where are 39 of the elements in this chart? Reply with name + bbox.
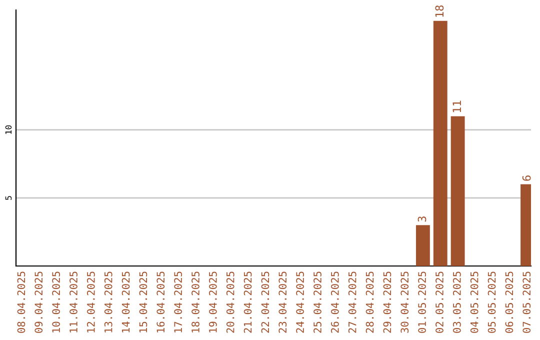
x-tick-label: 14.04.2025 (122, 272, 130, 332)
x-tick-label: 26.04.2025 (330, 272, 339, 333)
data-label: 18 (435, 5, 444, 17)
x-tick-label: 04.05.2025 (470, 272, 478, 333)
x-tick-label: 07.05.2025 (522, 272, 531, 333)
x-tick-label: 08.04.2025 (17, 272, 26, 333)
x-tick-label: 12.04.2025 (86, 272, 95, 332)
bar (416, 225, 430, 266)
x-tick-label: 17.04.2025 (174, 272, 182, 332)
x-tick-label: 15.04.2025 (139, 272, 148, 332)
x-tick-label: 13.04.2025 (104, 272, 112, 332)
x-tick-label: 09.04.2025 (34, 272, 43, 333)
x-tick-label: 19.04.2025 (208, 272, 217, 332)
x-tick-label: 10.04.2025 (52, 272, 60, 332)
x-tick-label: 23.04.2025 (278, 272, 287, 333)
x-tick-label: 30.04.2025 (400, 272, 409, 333)
bar (433, 20, 448, 266)
x-tick-label: 25.04.2025 (314, 272, 322, 333)
x-tick-label: 11.04.2025 (70, 272, 78, 332)
x-tick-label: 24.04.2025 (296, 272, 304, 333)
y-tick-label: 5 (5, 196, 12, 200)
x-tick-label: 20.04.2025 (226, 272, 234, 333)
data-label: 11 (452, 100, 461, 112)
x-tick-label: 02.05.2025 (436, 272, 444, 333)
x-tick-label: 28.04.2025 (366, 272, 374, 333)
x-tick-label: 16.04.2025 (156, 272, 165, 332)
data-label: 3 (418, 216, 426, 222)
x-tick-label: 03.05.2025 (452, 272, 461, 333)
x-tick-label: 27.04.2025 (348, 272, 356, 333)
bar (450, 116, 465, 266)
x-tick-label: 29.04.2025 (383, 272, 392, 333)
data-label: 6 (522, 176, 531, 181)
x-tick-label: 05.05.2025 (488, 272, 496, 333)
x-tick-label: 06.05.2025 (505, 272, 514, 333)
x-tick-label: 01.05.2025 (418, 272, 426, 333)
x-tick-label: 18.04.2025 (192, 272, 200, 332)
x-tick-label: 21.04.2025 (244, 272, 252, 333)
x-tick-label: 22.04.2025 (261, 272, 270, 333)
y-tick-label: 10 (5, 125, 12, 134)
